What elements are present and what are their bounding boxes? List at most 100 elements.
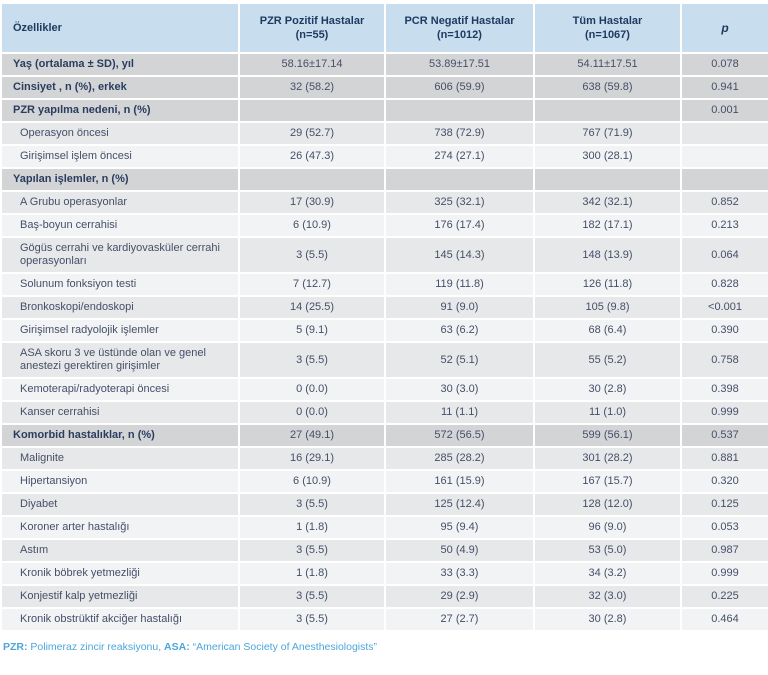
- table-row: Diyabet 3 (5.5) 125 (12.4) 128 (12.0) 0.125: [0, 492, 768, 517]
- table-row: Girişimsel işlem öncesi 26 (47.3) 274 (27.…: [0, 144, 768, 169]
- cell-value: [238, 98, 386, 123]
- page: Özellikler PZR Pozitif Hastalar (n=55) P…: [0, 2, 768, 654]
- cell-value: 29 (52.7): [238, 121, 386, 146]
- row-label: Astım: [0, 538, 240, 563]
- cell-value: 285 (28.2): [384, 446, 535, 471]
- cell-value: 95 (9.4): [384, 515, 535, 540]
- cell-value: 68 (6.4): [533, 318, 682, 343]
- footnote-text: Polimeraz zincir reaksiyonu,: [27, 641, 165, 653]
- footnote: PZR: Polimeraz zincir reaksiyonu, ASA: “…: [3, 641, 768, 654]
- row-label: Girişimsel radyolojik işlemler: [0, 318, 240, 343]
- table-row: Koroner arter hastalığı 1 (1.8) 95 (9.4) 96…: [0, 515, 768, 540]
- cell-value: 145 (14.3): [384, 236, 535, 274]
- cell-value: 33 (3.3): [384, 561, 535, 586]
- table-row: Hipertansiyon 6 (10.9) 161 (15.9) 167 (15.7…: [0, 469, 768, 494]
- p-value-cell: 0.398: [680, 377, 768, 402]
- cell-value: 11 (1.0): [533, 400, 682, 425]
- row-label: Kanser cerrahisi: [0, 400, 240, 425]
- cell-value: [533, 98, 682, 123]
- cell-value: 5 (9.1): [238, 318, 386, 343]
- cell-value: 767 (71.9): [533, 121, 682, 146]
- row-label: Hipertansiyon: [0, 469, 240, 494]
- cell-value: 11 (1.1): [384, 400, 535, 425]
- p-value-cell: 0.125: [680, 492, 768, 517]
- cell-value: 55 (5.2): [533, 341, 682, 379]
- cell-value: 301 (28.2): [533, 446, 682, 471]
- cell-value: 16 (29.1): [238, 446, 386, 471]
- cell-value: [384, 167, 535, 192]
- table-row: Operasyon öncesi 29 (52.7) 738 (72.9) 767 (…: [0, 121, 768, 146]
- cell-value: [533, 167, 682, 192]
- header-row: Özellikler PZR Pozitif Hastalar (n=55) P…: [0, 2, 768, 54]
- column-header-ozellikler: Özellikler: [0, 2, 240, 54]
- row-label: ASA skoru 3 ve üstünde olan ve genel ane…: [0, 341, 240, 379]
- cell-value: 148 (13.9): [533, 236, 682, 274]
- row-label: Baş-boyun cerrahisi: [0, 213, 240, 238]
- cell-value: 176 (17.4): [384, 213, 535, 238]
- p-value-cell: 0.320: [680, 469, 768, 494]
- cell-value: 63 (6.2): [384, 318, 535, 343]
- cell-value: 572 (56.5): [384, 423, 535, 448]
- p-value-cell: 0.999: [680, 561, 768, 586]
- p-value-cell: 0.464: [680, 607, 768, 632]
- cell-value: 325 (32.1): [384, 190, 535, 215]
- row-label: Solunum fonksiyon testi: [0, 272, 240, 297]
- table-row: Kemoterapi/radyoterapi öncesi 0 (0.0) 30 (…: [0, 377, 768, 402]
- cell-value: 7 (12.7): [238, 272, 386, 297]
- cell-value: 119 (11.8): [384, 272, 535, 297]
- cell-value: 50 (4.9): [384, 538, 535, 563]
- row-label: Gögüs cerrahi ve kardiyovasküler cerrahi…: [0, 236, 240, 274]
- row-label: Yapılan işlemler, n (%): [0, 167, 240, 192]
- row-label: Bronkoskopi/endoskopi: [0, 295, 240, 320]
- row-label: Komorbid hastalıklar, n (%): [0, 423, 240, 448]
- cell-value: 738 (72.9): [384, 121, 535, 146]
- p-value-cell: [680, 167, 768, 192]
- row-label: Yaş (ortalama ± SD), yıl: [0, 52, 240, 77]
- table-row: Yapılan işlemler, n (%): [0, 167, 768, 192]
- cell-value: 126 (11.8): [533, 272, 682, 297]
- p-value-cell: <0.001: [680, 295, 768, 320]
- p-value-cell: 0.987: [680, 538, 768, 563]
- cell-value: 606 (59.9): [384, 75, 535, 100]
- cell-value: [384, 98, 535, 123]
- p-value-cell: 0.881: [680, 446, 768, 471]
- cell-value: 17 (30.9): [238, 190, 386, 215]
- table-row: ASA skoru 3 ve üstünde olan ve genel ane…: [0, 341, 768, 379]
- cell-value: 300 (28.1): [533, 144, 682, 169]
- cell-value: 34 (3.2): [533, 561, 682, 586]
- cell-value: 32 (58.2): [238, 75, 386, 100]
- cell-value: 3 (5.5): [238, 584, 386, 609]
- cell-value: 96 (9.0): [533, 515, 682, 540]
- cell-value: 128 (12.0): [533, 492, 682, 517]
- cell-value: 26 (47.3): [238, 144, 386, 169]
- cell-value: 30 (3.0): [384, 377, 535, 402]
- cell-value: 342 (32.1): [533, 190, 682, 215]
- cell-value: 161 (15.9): [384, 469, 535, 494]
- table-row: Astım 3 (5.5) 50 (4.9) 53 (5.0) 0.987: [0, 538, 768, 563]
- footnote-text: “American Society of Anesthesiologists”: [189, 641, 378, 653]
- cell-value: 1 (1.8): [238, 515, 386, 540]
- cell-value: 167 (15.7): [533, 469, 682, 494]
- cell-value: 125 (12.4): [384, 492, 535, 517]
- table-body: Yaş (ortalama ± SD), yıl 58.16±17.14 53.89…: [0, 52, 768, 632]
- row-label: Kemoterapi/radyoterapi öncesi: [0, 377, 240, 402]
- table-row: Kronik böbrek yetmezliği 1 (1.8) 33 (3.3) 3…: [0, 561, 768, 586]
- table-row: Bronkoskopi/endoskopi 14 (25.5) 91 (9.0) 10…: [0, 295, 768, 320]
- cell-value: 53.89±17.51: [384, 52, 535, 77]
- row-label: Kronik böbrek yetmezliği: [0, 561, 240, 586]
- footnote-abbreviation: PZR:: [3, 641, 28, 653]
- p-value-cell: 0.001: [680, 98, 768, 123]
- cell-value: 14 (25.5): [238, 295, 386, 320]
- p-value-cell: 0.758: [680, 341, 768, 379]
- cell-value: 599 (56.1): [533, 423, 682, 448]
- cell-value: 6 (10.9): [238, 213, 386, 238]
- cell-value: 3 (5.5): [238, 341, 386, 379]
- cell-value: 1 (1.8): [238, 561, 386, 586]
- table-row: Yaş (ortalama ± SD), yıl 58.16±17.14 53.89…: [0, 52, 768, 77]
- cell-value: 58.16±17.14: [238, 52, 386, 77]
- cell-value: 105 (9.8): [533, 295, 682, 320]
- cell-value: 3 (5.5): [238, 236, 386, 274]
- cell-value: 0 (0.0): [238, 400, 386, 425]
- cell-value: 27 (2.7): [384, 607, 535, 632]
- cell-value: 6 (10.9): [238, 469, 386, 494]
